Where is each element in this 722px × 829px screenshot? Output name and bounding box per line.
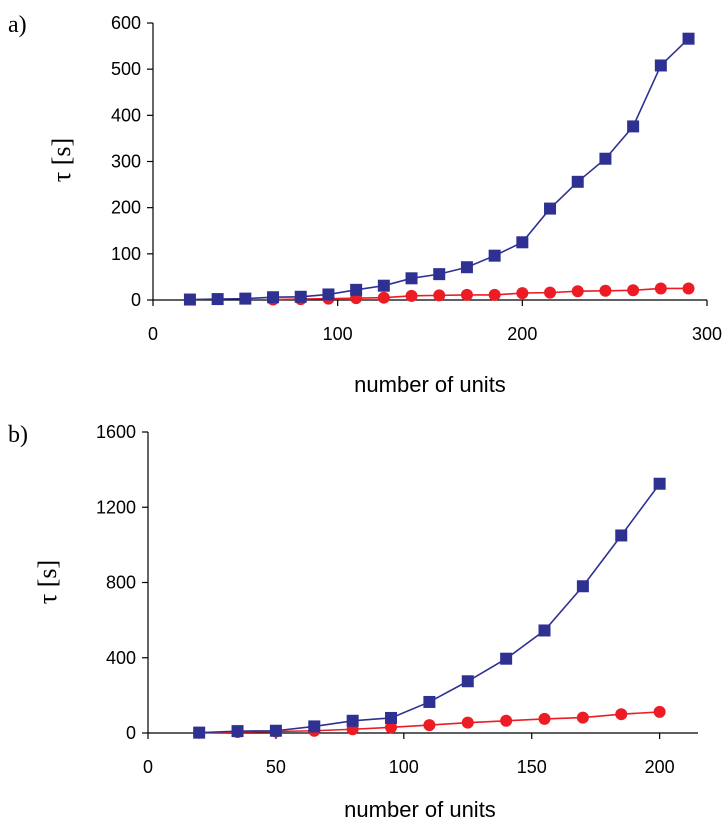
x-axis-label-a: number of units <box>354 372 506 397</box>
data-point-circle <box>405 289 418 302</box>
data-point-circle <box>682 282 695 295</box>
data-point-circle <box>461 716 474 729</box>
y-axis-label-b: τ [s] <box>33 560 62 604</box>
data-point-square <box>500 652 513 665</box>
data-point-square <box>322 288 335 301</box>
data-point-square <box>308 720 321 733</box>
y-tick-label: 400 <box>111 105 141 125</box>
x-tick-label: 200 <box>507 324 537 344</box>
data-point-square <box>267 291 280 304</box>
data-point-square <box>615 529 628 542</box>
y-tick-label: 800 <box>106 573 136 593</box>
x-tick-label: 0 <box>143 757 153 777</box>
data-point-circle <box>423 719 436 732</box>
data-point-circle <box>571 285 584 298</box>
data-point-square <box>460 261 473 274</box>
data-point-square <box>377 279 390 292</box>
y-tick-label: 1200 <box>96 497 136 517</box>
data-point-circle <box>516 287 529 300</box>
y-ticks-b: 0 400 800 1200 1600 <box>96 422 148 743</box>
data-point-circle <box>576 711 589 724</box>
x-tick-label: 300 <box>692 324 722 344</box>
data-point-square <box>239 292 252 305</box>
series-line <box>273 287 689 301</box>
data-point-square <box>576 580 589 593</box>
data-point-square <box>488 249 501 262</box>
chart-panel-b: b) 0 400 800 1200 1600 0 50 100 150 200 τ [s] nu… <box>8 422 698 822</box>
y-tick-label: 100 <box>111 244 141 264</box>
panel-label-b: b) <box>8 422 28 448</box>
data-point-square <box>193 726 206 739</box>
series-b <box>193 477 666 739</box>
data-point-square <box>571 175 584 188</box>
data-point-square <box>538 624 551 637</box>
data-point-circle <box>599 284 612 297</box>
data-point-circle <box>538 712 551 725</box>
y-tick-label: 500 <box>111 59 141 79</box>
data-point-square <box>433 268 446 281</box>
data-point-circle <box>653 705 666 718</box>
data-point-circle <box>654 282 667 295</box>
data-point-circle <box>377 291 390 304</box>
data-point-square <box>269 724 282 737</box>
y-ticks-a: 0 100 200 300 400 500 600 <box>111 13 153 310</box>
y-tick-label: 200 <box>111 198 141 218</box>
x-tick-label: 200 <box>645 757 675 777</box>
series-square <box>183 32 695 306</box>
series-circle <box>193 705 666 739</box>
data-point-square <box>350 283 363 296</box>
data-point-square <box>654 59 667 72</box>
data-point-square <box>516 236 529 249</box>
y-tick-label: 0 <box>131 290 141 310</box>
data-point-square <box>294 290 307 303</box>
data-point-square <box>682 32 695 45</box>
data-point-circle <box>615 708 628 721</box>
data-point-square <box>627 120 640 133</box>
panel-label-a: a) <box>8 12 27 38</box>
y-axis-label-a: τ [s] <box>47 138 76 182</box>
x-tick-label: 0 <box>148 324 158 344</box>
y-tick-label: 400 <box>106 648 136 668</box>
x-tick-label: 100 <box>323 324 353 344</box>
data-point-circle <box>544 286 557 299</box>
data-point-circle <box>433 289 446 302</box>
data-point-square <box>183 293 196 306</box>
data-point-square <box>544 202 557 215</box>
x-tick-label: 100 <box>389 757 419 777</box>
data-point-square <box>211 293 224 306</box>
y-tick-label: 600 <box>111 13 141 33</box>
data-point-square <box>231 725 244 738</box>
x-axis-label-b: number of units <box>344 797 496 822</box>
y-tick-label: 300 <box>111 152 141 172</box>
y-tick-label: 0 <box>126 723 136 743</box>
data-point-circle <box>500 714 513 727</box>
data-point-square <box>423 695 436 708</box>
series-line <box>199 483 661 734</box>
data-point-circle <box>627 284 640 297</box>
series-square <box>193 477 666 739</box>
x-ticks-a: 0 100 200 300 <box>148 300 722 344</box>
data-point-circle <box>385 721 398 734</box>
data-point-square <box>346 714 359 727</box>
y-tick-label: 1600 <box>96 422 136 442</box>
series-a <box>183 32 695 306</box>
data-point-square <box>653 477 666 490</box>
x-ticks-b: 0 50 100 150 200 <box>143 733 675 777</box>
data-point-circle <box>460 288 473 301</box>
data-point-square <box>599 152 612 165</box>
data-point-square <box>405 272 418 285</box>
data-point-circle <box>488 288 501 301</box>
data-point-square <box>385 711 398 724</box>
x-tick-label: 50 <box>266 757 286 777</box>
x-tick-label: 150 <box>517 757 547 777</box>
data-point-square <box>461 675 474 688</box>
series-line <box>189 38 690 301</box>
